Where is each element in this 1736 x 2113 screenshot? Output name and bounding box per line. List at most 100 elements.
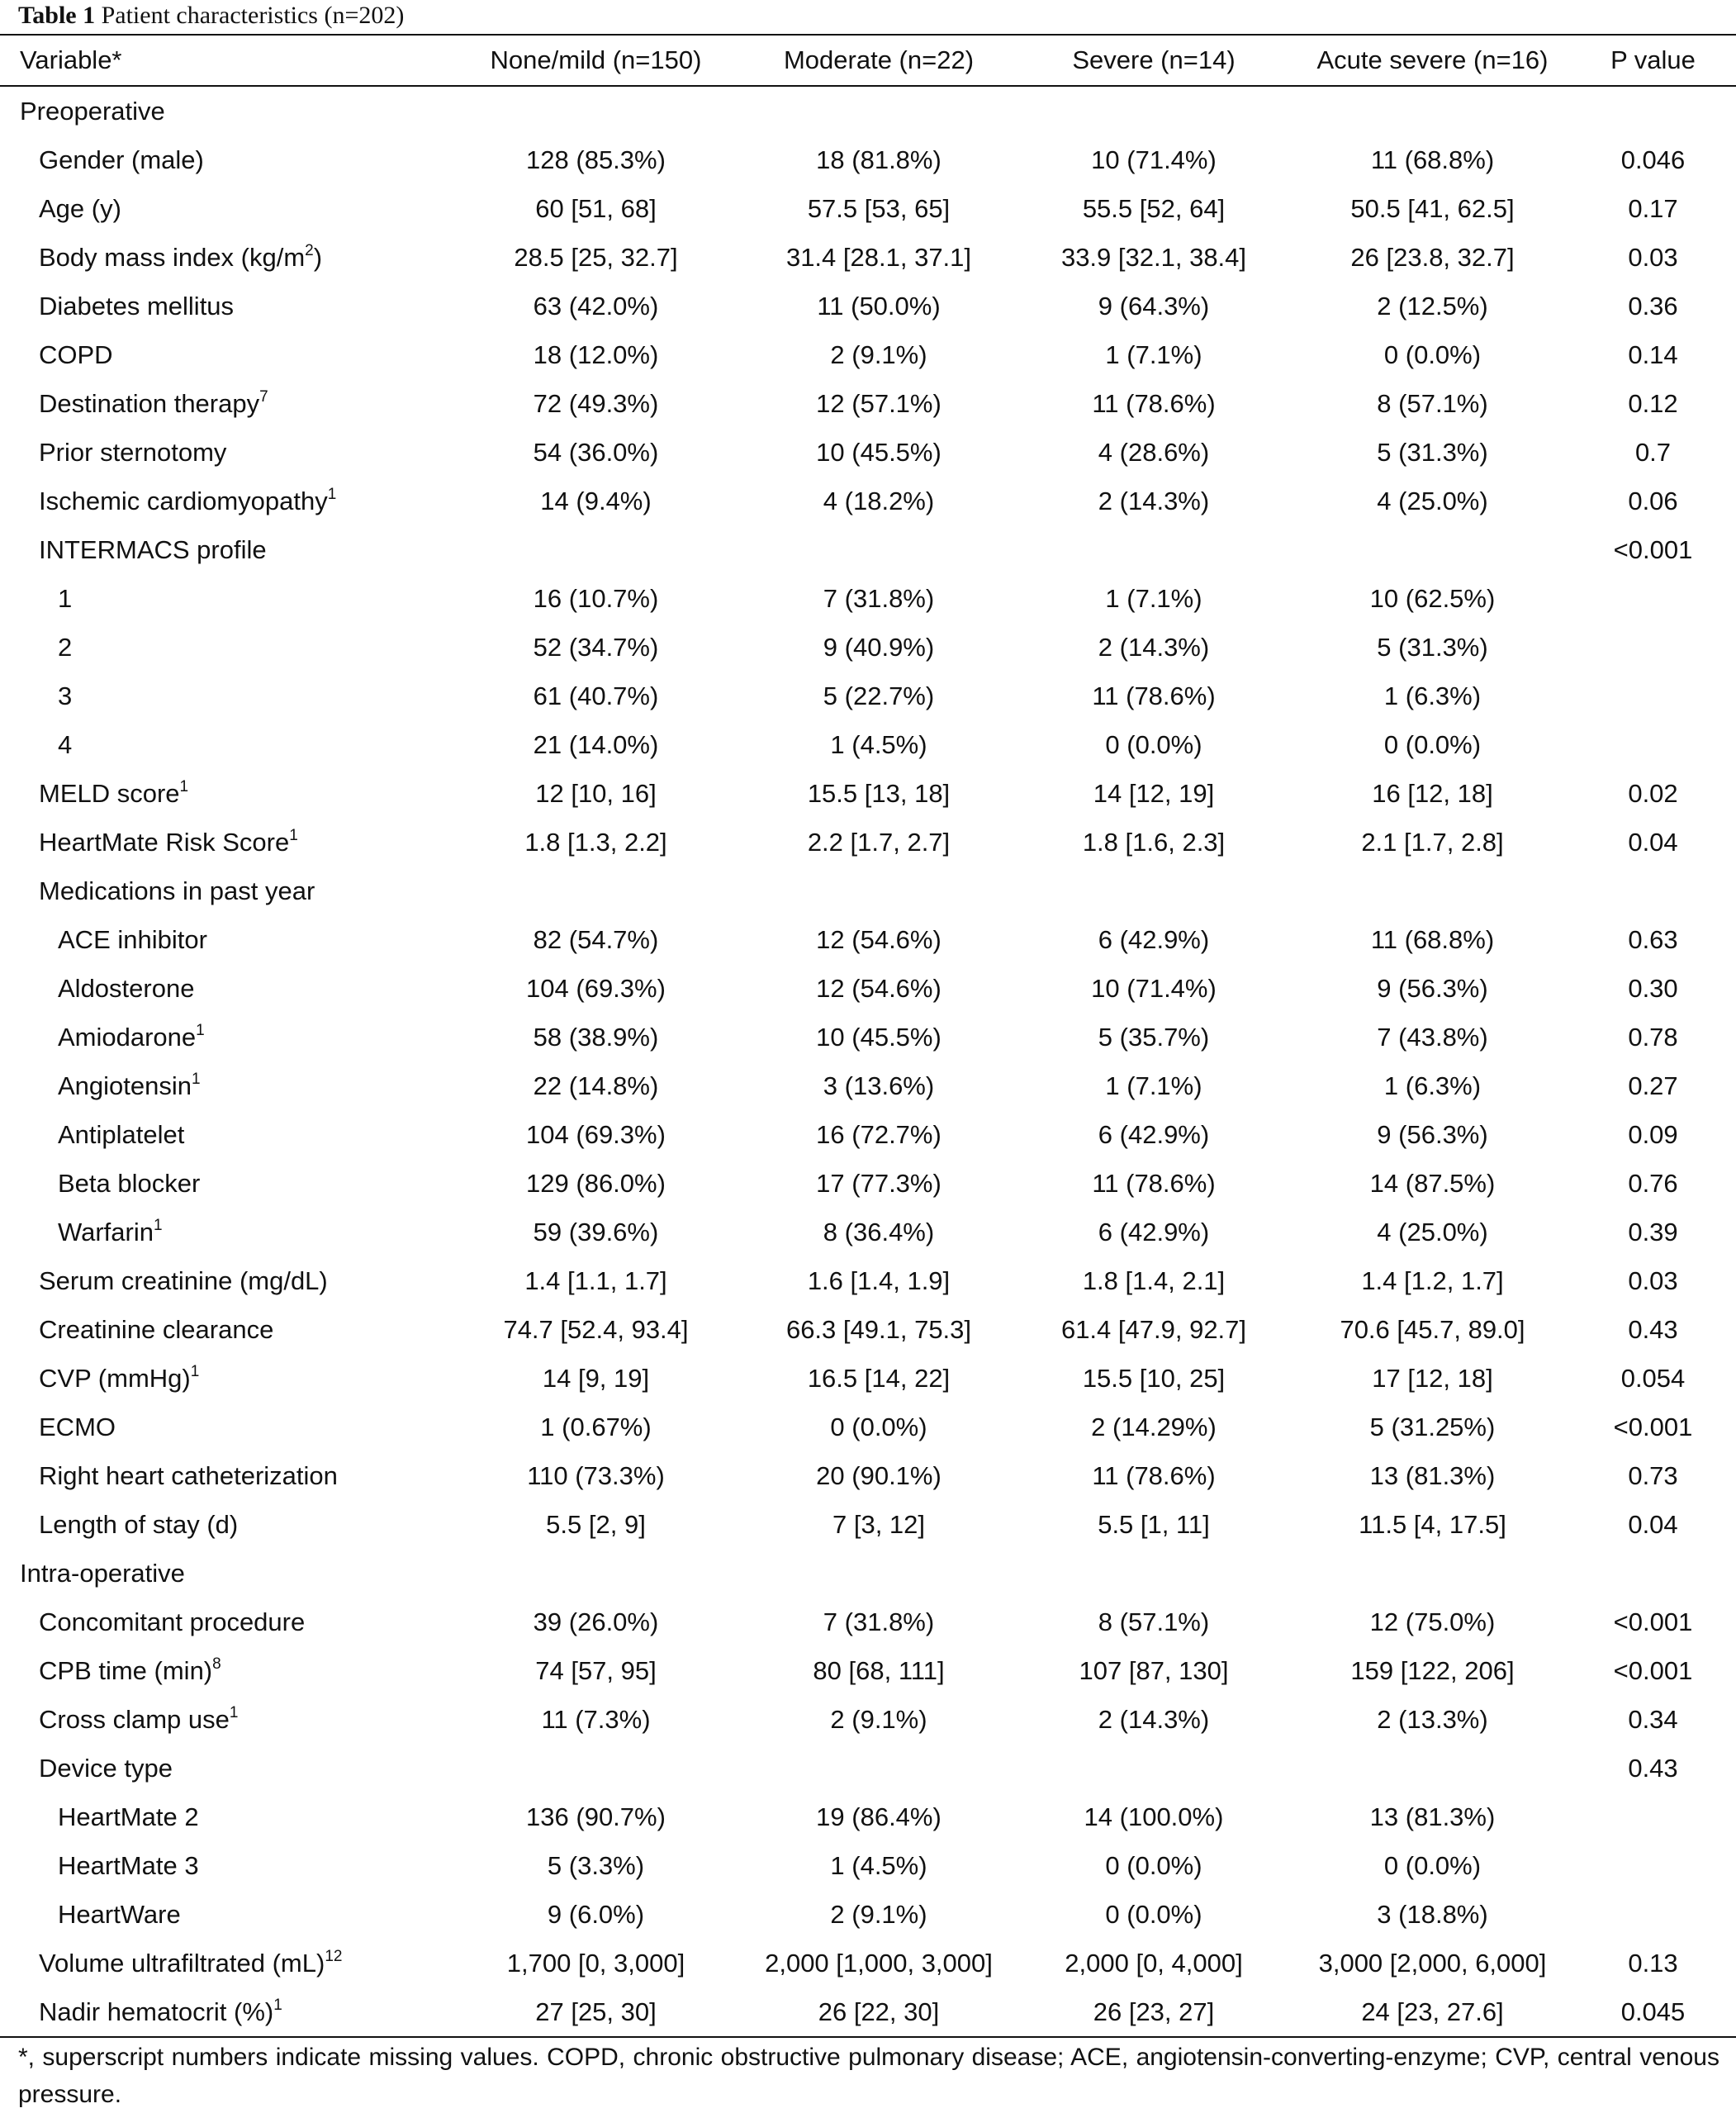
cell-p-value: 0.7 xyxy=(1634,437,1672,467)
missing-count-superscript: 2 xyxy=(305,241,314,259)
cell-none-mild: 59 (39.6%) xyxy=(533,1217,659,1246)
cell-severe: 0 (0.0%) xyxy=(1105,1899,1202,1929)
cell-moderate: 0 (0.0%) xyxy=(830,1412,927,1441)
table-row: ECMO 1 (0.67%) 0 (0.0%) 2 (14.29%) 5 (31.25%… xyxy=(0,1403,1736,1451)
cell-acute-severe: 70.6 [45.7, 89.0] xyxy=(1340,1314,1525,1344)
cell-severe: 5.5 [1, 11] xyxy=(1098,1509,1210,1539)
cell-acute-severe: 2 (13.3%) xyxy=(1377,1704,1488,1734)
table-row: 1 16 (10.7%) 7 (31.8%) 1 (7.1%) 10 (62.5%) xyxy=(0,574,1736,623)
row-label: Volume ultrafiltrated (mL)12 xyxy=(0,1939,447,1987)
cell-moderate: 12 (54.6%) xyxy=(816,924,942,954)
table-row: Creatinine clearance 74.7 [52.4, 93.4] 66.… xyxy=(0,1305,1736,1354)
cell-acute-severe: 9 (56.3%) xyxy=(1377,1119,1488,1149)
table-row: CPB time (min)8 74 [57, 95] 80 [68, 111] 10… xyxy=(0,1646,1736,1695)
row-label-text: Angiotensin xyxy=(58,1071,192,1100)
missing-count-superscript: 1 xyxy=(273,1996,282,2014)
table-row: Nadir hematocrit (%)1 27 [25, 30] 26 [22, … xyxy=(0,1987,1736,2038)
cell-none-mild: 128 (85.3%) xyxy=(526,145,666,174)
cell-none-mild: 1 (0.67%) xyxy=(540,1412,652,1441)
cell-none-mild: 136 (90.7%) xyxy=(526,1802,666,1831)
row-label-text: HeartMate Risk Score xyxy=(39,827,290,857)
row-label-text: MELD score xyxy=(39,778,180,808)
row-label-text: Gender (male) xyxy=(39,145,204,174)
row-label: Intra-operative xyxy=(0,1549,447,1598)
missing-count-superscript: 1 xyxy=(153,1216,163,1234)
row-label: Body mass index (kg/m2) xyxy=(0,233,447,282)
row-label: Device type xyxy=(0,1744,447,1792)
cell-p-value: 0.34 xyxy=(1628,1704,1678,1734)
cell-p-value: 0.054 xyxy=(1620,1363,1686,1393)
cell-p-value: 0.17 xyxy=(1628,193,1678,223)
cell-acute-severe: 2 (12.5%) xyxy=(1377,291,1488,321)
cell-acute-severe: 13 (81.3%) xyxy=(1369,1802,1496,1831)
table-row: 4 21 (14.0%) 1 (4.5%) 0 (0.0%) 0 (0.0%) xyxy=(0,720,1736,769)
row-label-text: HeartMate 2 xyxy=(58,1802,199,1831)
table-row: Beta blocker 129 (86.0%) 17 (77.3%) 11 (78.… xyxy=(0,1159,1736,1208)
cell-p-value: <0.001 xyxy=(1613,1607,1693,1636)
cell-none-mild xyxy=(447,525,745,574)
cell-moderate: 20 (90.1%) xyxy=(816,1460,942,1490)
table-row: Intra-operative xyxy=(0,1549,1736,1598)
cell-severe xyxy=(1013,525,1295,574)
cell-acute-severe: 5 (31.25%) xyxy=(1369,1412,1496,1441)
cell-p-value: <0.001 xyxy=(1613,1655,1693,1685)
cell-p-value xyxy=(1570,1890,1736,1939)
table-caption: Table 1 Patient characteristics (n=202) xyxy=(18,2,404,33)
cell-none-mild: 18 (12.0%) xyxy=(533,340,659,369)
cell-p-value: 0.045 xyxy=(1570,1987,1736,2038)
cell-acute-severe: 1.4 [1.2, 1.7] xyxy=(1361,1265,1504,1295)
cell-acute-severe: 0 (0.0%) xyxy=(1383,729,1482,759)
cell-none-mild: 52 (34.7%) xyxy=(533,632,659,662)
row-label-text: Medications in past year xyxy=(39,876,315,905)
missing-count-superscript: 1 xyxy=(190,1362,200,1380)
table-row: CVP (mmHg)1 14 [9, 19] 16.5 [14, 22] 15.5 [… xyxy=(0,1354,1736,1403)
row-label: CVP (mmHg)1 xyxy=(0,1354,447,1403)
row-label-text: Age (y) xyxy=(39,193,121,223)
cell-none-mild xyxy=(447,867,745,915)
row-label-text: 1 xyxy=(58,583,73,613)
missing-count-superscript: 1 xyxy=(179,777,189,795)
row-label: Aldosterone xyxy=(0,964,447,1013)
missing-count-superscript: 7 xyxy=(259,387,268,406)
cell-none-mild: 74.7 [52.4, 93.4] xyxy=(503,1314,689,1344)
cell-moderate: 2 (9.1%) xyxy=(830,1704,927,1734)
cell-severe: 8 (57.1%) xyxy=(1098,1607,1210,1636)
cell-p-value: 0.43 xyxy=(1628,1314,1678,1344)
cell-moderate xyxy=(745,525,1013,574)
cell-p-value: 0.09 xyxy=(1628,1119,1678,1149)
cell-p-value: 0.73 xyxy=(1628,1460,1678,1490)
cell-moderate: 8 (36.4%) xyxy=(823,1217,935,1246)
cell-moderate: 2 (9.1%) xyxy=(830,1899,927,1929)
row-label-text: ACE inhibitor xyxy=(58,924,207,954)
cell-p-value: 0.02 xyxy=(1628,778,1678,808)
row-label-text: Concomitant procedure xyxy=(39,1607,306,1636)
cell-acute-severe: 13 (81.3%) xyxy=(1369,1460,1496,1490)
header-p-value: P value xyxy=(1570,34,1736,87)
cell-none-mild: 60 [51, 68] xyxy=(535,193,657,223)
cell-moderate xyxy=(745,867,1013,915)
cell-severe: 15.5 [10, 25] xyxy=(1082,1363,1226,1393)
cell-severe: 33.9 [32.1, 38.4] xyxy=(1060,242,1247,272)
cell-acute-severe: 2.1 [1.7, 2.8] xyxy=(1361,827,1504,857)
row-label: Serum creatinine (mg/dL) xyxy=(0,1256,447,1305)
cell-none-mild: 72 (49.3%) xyxy=(533,388,659,418)
cell-moderate xyxy=(745,1549,1013,1598)
cell-none-mild: 104 (69.3%) xyxy=(526,1119,666,1149)
cell-moderate: 1 (4.5%) xyxy=(830,1850,927,1880)
row-label-text: Device type xyxy=(39,1753,173,1783)
cell-p-value: 0.30 xyxy=(1628,973,1678,1003)
cell-moderate: 31.4 [28.1, 37.1] xyxy=(785,242,972,272)
cell-moderate: 12 (57.1%) xyxy=(816,388,942,418)
cell-acute-severe: 11 (68.8%) xyxy=(1370,924,1495,954)
cell-moderate: 2 (9.1%) xyxy=(830,340,927,369)
cell-severe: 11 (78.6%) xyxy=(1092,1460,1216,1490)
cell-severe: 1 (7.1%) xyxy=(1105,340,1202,369)
cell-acute-severe: 4 (25.0%) xyxy=(1377,1217,1488,1246)
cell-severe: 11 (78.6%) xyxy=(1092,1168,1216,1198)
cell-severe: 0 (0.0%) xyxy=(1105,729,1202,759)
cell-severe: 6 (42.9%) xyxy=(1098,924,1210,954)
cell-acute-severe: 24 [23, 27.6] xyxy=(1295,1987,1570,2038)
header-severe: Severe (n=14) xyxy=(1013,34,1295,87)
cell-moderate: 5 (22.7%) xyxy=(823,681,935,710)
row-label-text: Right heart catheterization xyxy=(39,1460,338,1490)
